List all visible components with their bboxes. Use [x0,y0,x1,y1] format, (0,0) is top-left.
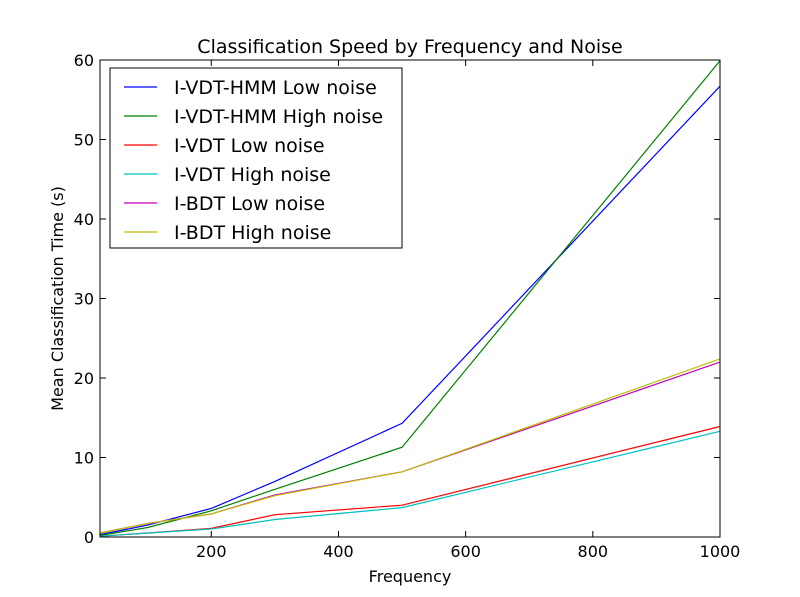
legend-label-4: I-VDT High noise [174,164,331,186]
legend: I-VDT-HMM Low noise I-VDT-HMM High noise I… [109,67,403,249]
y-tick-label: 0 [84,528,94,547]
y-tick-label: 10 [74,449,94,468]
y-tick-label: 20 [74,369,94,388]
series-line-6 [99,358,721,534]
chart-title: Classification Speed by Frequency and No… [197,36,622,58]
series-line-1 [99,85,721,536]
x-tick-label: 800 [578,542,609,561]
series-line-2 [99,60,721,536]
legend-label-3: I-VDT Low noise [174,135,325,157]
tick-layer: 200 400 600 800 1000 0 10 20 30 40 50 60 [74,51,741,561]
y-tick-label: 60 [74,51,94,70]
legend-label-6: I-BDT High noise [174,222,331,244]
series-line-4 [99,430,721,537]
x-tick-label: 600 [450,542,481,561]
x-axis-label: Frequency [369,567,452,586]
y-tick-label: 30 [74,290,94,309]
y-tick-label: 50 [74,131,94,150]
legend-label-2: I-VDT-HMM High noise [174,106,383,128]
y-tick-label: 40 [74,210,94,229]
x-tick-label: 400 [323,542,354,561]
legend-frame [109,67,403,249]
y-axis-label: Mean Classification Time (s) [48,186,67,411]
legend-label-5: I-BDT Low noise [174,193,325,215]
x-tick-label: 1000 [700,542,741,561]
series-layer [99,60,721,537]
legend-items: I-VDT-HMM Low noise I-VDT-HMM High noise I… [124,77,383,244]
legend-label-1: I-VDT-HMM Low noise [174,77,377,99]
x-tick-label: 200 [196,542,227,561]
